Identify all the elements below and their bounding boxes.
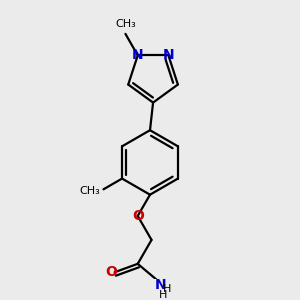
Text: N: N bbox=[163, 48, 174, 62]
Text: O: O bbox=[132, 209, 144, 223]
Text: CH₃: CH₃ bbox=[80, 186, 100, 196]
Text: N: N bbox=[154, 278, 166, 292]
Text: H: H bbox=[162, 284, 171, 294]
Text: O: O bbox=[106, 265, 118, 279]
Text: H: H bbox=[159, 290, 168, 300]
Text: N: N bbox=[132, 48, 143, 62]
Text: CH₃: CH₃ bbox=[115, 19, 136, 29]
